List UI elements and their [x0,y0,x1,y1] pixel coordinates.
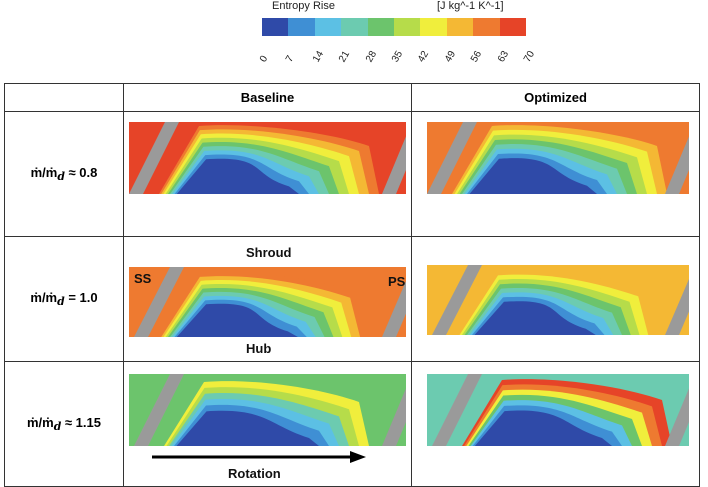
contour-band [469,158,597,194]
legend-tick-label: 56 [469,49,485,65]
blade-suction-side [427,122,477,194]
contour-plot [129,122,406,194]
contour-band [176,410,319,446]
legend-tick-label: 63 [495,49,511,65]
legend-tick-label: 28 [363,49,379,65]
blade-pressure-side [382,281,406,337]
row-label-1.15: ṁ/ṁd ≈ 1.15 [4,361,124,487]
legend-tick-label: 14 [310,49,326,65]
contour-band [474,410,612,446]
legend-tick-label: 42 [416,49,432,65]
contour-plot [427,122,689,194]
contour-baseline-0.8 [123,111,412,237]
rotation-label: Rotation [228,466,281,481]
contour-optimized-1.15 [411,361,700,487]
contour-optimized-0.8 [411,111,700,237]
legend-swatch-0 [262,18,289,36]
contour-plot [129,267,406,337]
column-header-optimized: Optimized [411,83,700,112]
contour-plot [427,265,689,335]
rotation-arrow [152,451,366,463]
legend-tick-label: 70 [522,49,538,65]
row-label-0.8: ṁ/ṁd ≈ 0.8 [4,111,124,237]
blade-suction-side [432,265,482,335]
contour-optimized-1.0 [411,236,700,362]
legend-swatch-2 [314,18,342,36]
legend-swatch-7 [446,18,474,36]
legend-swatch-4 [367,18,395,36]
legend-units: [J kg^-1 K^-1] [437,0,504,12]
corner-cell [4,83,124,112]
shroud-label: Shroud [246,245,292,260]
contour-baseline-1.15: Rotation [123,361,412,487]
contour-plot [427,374,689,446]
legend-tick-label: 21 [337,49,353,65]
ps-label: PS [388,274,406,289]
contour-band [474,301,596,335]
blade-suction-side [432,374,482,446]
blade-suction-side [129,122,179,194]
contour-baseline-1.0: Shroud Hub SS PS [123,236,412,362]
blade-suction-side [134,374,184,446]
legend-swatch-1 [288,18,315,36]
legend-title: Entropy Rise [272,0,335,12]
legend-colorbar [262,18,527,36]
legend-tick-label: 0 [258,53,271,65]
column-header-baseline: Baseline [123,83,412,112]
legend-tick-label: 49 [442,49,458,65]
legend-swatch-3 [341,18,368,36]
legend-tick-label: 35 [390,49,406,65]
legend-swatch-9 [499,18,527,36]
contour-band [176,158,299,194]
hub-label: Hub [246,341,272,356]
legend-swatch-8 [473,18,500,36]
blade-suction-side [134,267,184,337]
comparison-table: Baseline Optimized ṁ/ṁd ≈ 0.8 ṁ/ṁd = 1.0… [4,83,700,487]
contour-band [176,303,298,337]
row-label-1.0: ṁ/ṁd = 1.0 [4,236,124,362]
blade-pressure-side [665,279,689,335]
contour-plot [129,374,406,446]
ss-label: SS [134,271,152,286]
legend-tick-label: 7 [284,53,297,65]
legend-swatch-5 [394,18,421,36]
legend-swatch-6 [420,18,447,36]
